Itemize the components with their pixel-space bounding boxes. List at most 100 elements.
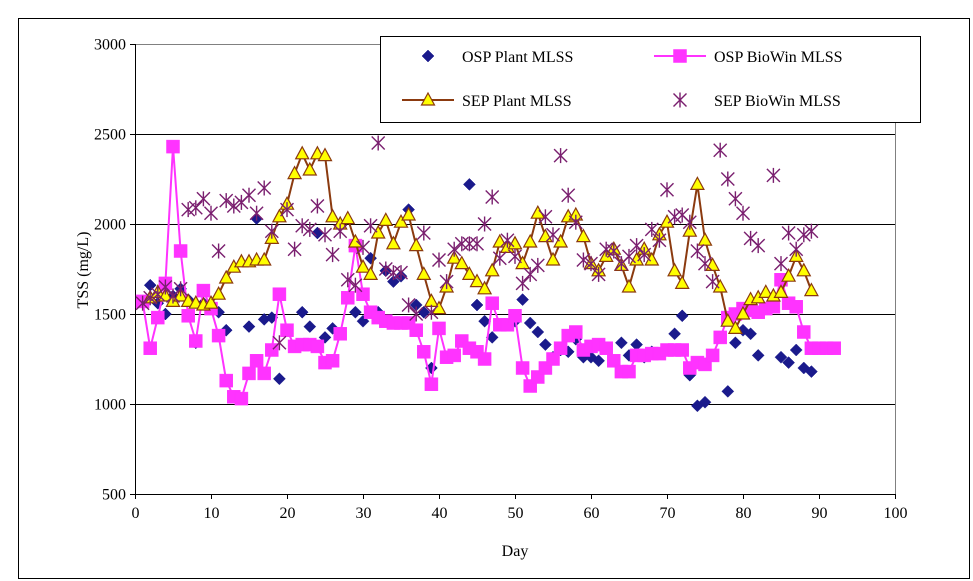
data-point [272,335,287,351]
data-point [242,187,256,203]
data-point [218,269,234,284]
data-point [781,267,797,282]
data-point [766,167,781,183]
data-point [766,300,781,314]
data-point [409,306,424,322]
data-point [378,261,393,277]
data-point [219,373,233,388]
legend-marker [673,49,687,63]
data-point [591,266,606,282]
legend-label: OSP Plant MLSS [462,49,573,66]
data-point [736,205,750,221]
data-point [789,300,803,314]
data-point [287,165,303,180]
data-point [576,252,591,268]
data-point [546,352,560,366]
data-point [789,241,804,257]
data-point [318,227,332,243]
data-point [401,297,416,313]
data-point [485,296,499,310]
data-point [675,309,689,323]
data-point [515,275,530,291]
data-point [713,330,727,345]
data-point [622,364,636,379]
data-point [584,256,598,272]
series-sep-biowin-mlss [135,135,819,351]
data-point [484,262,500,277]
data-point [682,214,697,230]
data-point [173,244,188,258]
data-point [827,341,841,355]
legend-item: SEP BioWin MLSS [673,92,841,110]
data-point [530,257,545,273]
data-point [477,216,492,232]
data-point [805,365,818,378]
data-point [470,236,484,252]
data-point [523,316,537,330]
data-point [287,241,302,257]
data-point [173,281,188,297]
data-point [592,354,605,368]
data-point [782,356,795,369]
data-point [675,343,689,357]
legend-marker [421,49,435,63]
legend: OSP Plant MLSS OSP BioWin MLSS SEP Plant M… [380,36,921,123]
data-point [477,352,492,366]
data-point [516,293,529,306]
data-point [409,323,423,337]
x-tick-label: 0 [132,505,140,522]
data-point [773,284,789,298]
data-point [196,191,211,207]
data-point [569,325,583,339]
x-tick-label: 100 [884,505,908,522]
data-point [461,266,477,280]
x-tick-label: 10 [204,505,220,522]
data-point [727,320,743,334]
data-point [257,180,272,196]
data-point [522,233,538,248]
legend-box [380,36,921,123]
y-tick-label: 500 [102,487,126,504]
data-point [386,265,401,281]
data-point [432,252,446,268]
legend-item: SEP Plant MLSS [402,91,572,110]
data-point [538,209,553,225]
data-point [705,274,720,290]
data-point [751,238,766,254]
data-point [401,206,417,221]
x-tick-label: 70 [660,505,676,522]
data-point [803,282,819,297]
data-point [166,139,180,154]
data-point [363,266,379,280]
data-point [325,247,340,263]
data-point [302,221,317,237]
data-point [652,232,667,248]
data-point [447,348,461,363]
data-point [774,350,788,364]
data-point [394,265,408,281]
data-point [295,305,309,319]
data-point [721,385,735,398]
data-point [553,148,568,164]
data-point [211,243,226,259]
data-point [387,275,400,288]
data-point [249,205,264,221]
data-point [196,283,211,298]
data-point [211,285,227,300]
data-point [340,210,356,225]
data-point [690,243,705,259]
series-layer [135,135,841,413]
data-point [226,198,241,214]
data-point [797,325,811,339]
data-point [310,198,325,214]
data-point [500,232,515,248]
data-point [280,202,294,218]
data-point [446,249,462,264]
data-point [325,208,341,223]
data-point [729,336,742,350]
data-point [545,251,561,266]
data-point [789,343,803,357]
data-point [264,223,279,239]
data-point [303,320,317,333]
data-point [622,248,636,264]
